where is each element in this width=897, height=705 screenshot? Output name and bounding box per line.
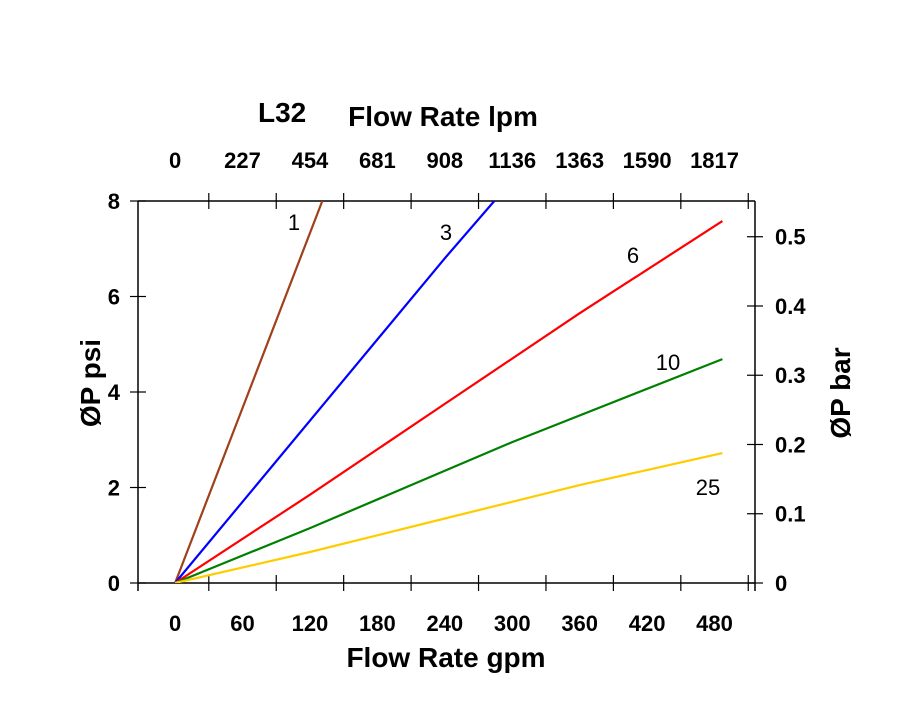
series-line-10 <box>174 358 723 583</box>
x2-tick-label: 1363 <box>555 148 604 173</box>
x2-tick-label: 1136 <box>488 148 536 173</box>
x2-tick-label: 681 <box>359 148 396 173</box>
y-tick-label: 4 <box>108 380 121 405</box>
x-tick-label: 360 <box>561 611 598 636</box>
x2-tick-label: 1817 <box>690 148 739 173</box>
y2-tick-label: 0.3 <box>775 363 806 388</box>
x2-tick-label: 908 <box>426 148 463 173</box>
y-axis-title: ØP psi <box>75 339 106 427</box>
series-line-1 <box>174 201 324 583</box>
series-line-25 <box>174 452 723 583</box>
y-tick-label: 0 <box>108 571 120 596</box>
x-tick-label: 60 <box>230 611 254 636</box>
y2-tick-label: 0.5 <box>775 225 806 250</box>
series-label-25: 25 <box>696 475 720 500</box>
x-tick-label: 300 <box>494 611 531 636</box>
series-line-6 <box>174 220 723 583</box>
x-tick-label: 480 <box>696 611 733 636</box>
series-label-10: 10 <box>656 350 680 375</box>
x-axis-title: Flow Rate gpm <box>346 642 545 673</box>
x2-tick-label: 0 <box>169 148 181 173</box>
series-label-3: 3 <box>440 220 452 245</box>
series-label-1: 1 <box>288 210 300 235</box>
y-tick-label: 8 <box>108 189 120 214</box>
series-line-3 <box>174 201 496 583</box>
y2-tick-label: 0.4 <box>775 294 806 319</box>
x-tick-label: 420 <box>629 611 666 636</box>
x2-tick-label: 454 <box>292 148 329 173</box>
x2-tick-label: 1590 <box>623 148 672 173</box>
x-tick-label: 120 <box>292 611 329 636</box>
title-fragment: L32 <box>258 97 306 128</box>
y2-axis-title: ØP bar <box>825 347 856 438</box>
y2-tick-label: 0.2 <box>775 432 806 457</box>
y-tick-label: 6 <box>108 285 120 310</box>
x2-axis-title: Flow Rate lpm <box>348 101 538 132</box>
x-tick-label: 0 <box>169 611 181 636</box>
x-tick-label: 180 <box>359 611 396 636</box>
series-label-6: 6 <box>627 243 639 268</box>
y2-tick-label: 0 <box>775 571 787 596</box>
y2-tick-label: 0.1 <box>775 502 806 527</box>
y-tick-label: 2 <box>108 476 120 501</box>
x2-tick-label: 227 <box>224 148 261 173</box>
x-tick-label: 240 <box>426 611 463 636</box>
